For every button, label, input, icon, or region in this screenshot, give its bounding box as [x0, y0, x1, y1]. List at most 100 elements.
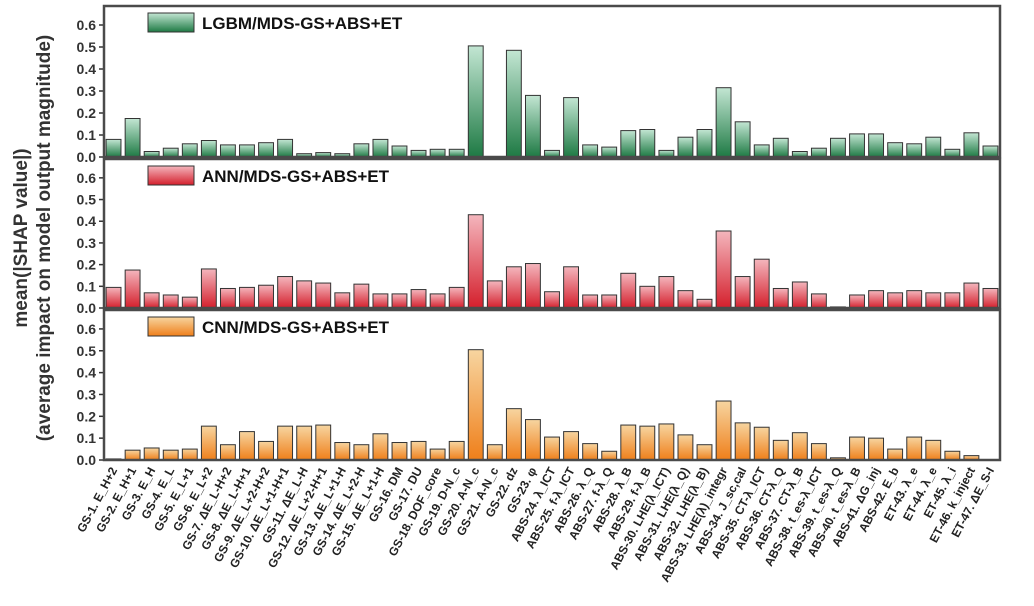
bar — [772, 137, 789, 158]
y-tick-label: 0.3 — [77, 386, 97, 402]
y-tick-label: 0.3 — [77, 83, 97, 99]
bar — [906, 436, 923, 461]
bar — [677, 290, 694, 309]
bar — [944, 292, 961, 309]
legend-swatch — [147, 316, 195, 337]
bar — [639, 425, 656, 461]
bar — [982, 145, 999, 158]
bar — [219, 287, 236, 309]
bar — [658, 423, 675, 461]
y-tick-label: 0.4 — [77, 61, 97, 77]
panel-1: 0.0 0.1 0.2 0.3 0.4 0.5 0.6 LGBM/MDS-GS+ABS+ET — [77, 4, 1002, 165]
bar — [810, 147, 827, 158]
bar — [639, 129, 656, 158]
bar — [887, 448, 904, 461]
bar — [868, 437, 885, 461]
panel-frame — [102, 157, 1002, 310]
panel-2: 0.0 0.1 0.2 0.3 0.4 0.5 0.6 ANN/MDS-GS+ABS+ET — [77, 157, 1002, 316]
bar — [239, 431, 255, 461]
bar — [124, 449, 141, 461]
bar — [200, 268, 217, 309]
bar — [486, 444, 503, 461]
bar — [601, 146, 618, 158]
bar — [601, 450, 618, 461]
legend-label: LGBM/MDS-GS+ABS+ET — [202, 14, 403, 33]
y-tick-label: 0.3 — [77, 235, 97, 251]
bar — [696, 129, 713, 158]
bar — [239, 144, 255, 158]
bar — [391, 442, 408, 461]
bar — [925, 292, 942, 309]
bar — [677, 136, 694, 158]
bar — [448, 440, 465, 461]
y-tick-label: 0.6 — [77, 17, 97, 33]
y-tick-label: 0.6 — [77, 321, 97, 337]
bar — [563, 266, 580, 309]
bar — [887, 292, 904, 309]
bar — [505, 408, 522, 461]
bar — [715, 230, 732, 309]
y-tick-label: 0.4 — [77, 365, 97, 381]
bar — [429, 448, 446, 461]
bar — [696, 298, 713, 309]
y-tick-label: 0.5 — [77, 343, 97, 359]
bar — [906, 143, 923, 158]
bar — [162, 147, 179, 158]
bar — [391, 293, 408, 309]
bar — [868, 133, 885, 158]
bar — [429, 293, 446, 309]
legend: CNN/MDS-GS+ABS+ET — [147, 316, 390, 337]
bar — [334, 292, 351, 309]
y-tick-label: 0.1 — [77, 430, 97, 446]
y-tick-label: 0.1 — [77, 278, 97, 294]
bar — [277, 138, 294, 158]
bar — [258, 284, 274, 309]
legend-swatch — [147, 12, 195, 33]
bar — [219, 144, 236, 158]
bar — [219, 444, 236, 461]
bar — [200, 425, 217, 461]
y-tick-label: 0.1 — [77, 127, 97, 143]
bar — [944, 450, 961, 461]
bar — [467, 349, 484, 461]
bar — [162, 449, 179, 461]
bar — [372, 433, 389, 461]
bar — [448, 286, 465, 309]
bar — [353, 444, 370, 461]
bar — [181, 143, 198, 158]
bar — [525, 419, 541, 461]
bar — [772, 287, 789, 309]
y-tick-label: 0.5 — [77, 192, 97, 208]
bar — [200, 140, 217, 158]
bar — [620, 424, 637, 461]
bar — [467, 45, 484, 158]
bar — [372, 138, 389, 158]
bar — [582, 294, 599, 309]
bar — [582, 144, 599, 158]
bar — [181, 448, 198, 461]
bar — [315, 424, 332, 461]
bar — [849, 294, 865, 309]
bar — [505, 49, 522, 158]
bar — [258, 142, 274, 158]
bar — [734, 121, 751, 158]
bar — [334, 442, 351, 461]
y-tick-label: 0.0 — [77, 300, 97, 316]
bar — [391, 145, 408, 158]
bar — [677, 434, 694, 461]
y-axis-title-line2: (average impact on model output magnitud… — [34, 35, 55, 441]
y-tick-label: 0.0 — [77, 452, 97, 468]
bar — [162, 294, 179, 309]
bar — [849, 436, 865, 461]
bar — [791, 432, 808, 461]
y-tick-label: 0.6 — [77, 170, 97, 186]
bar — [239, 286, 255, 309]
bar — [372, 293, 389, 309]
bar — [353, 283, 370, 309]
bar — [963, 282, 980, 309]
bar — [963, 132, 980, 158]
bar — [505, 266, 522, 309]
bar — [105, 286, 122, 309]
bar — [925, 439, 942, 461]
bar — [753, 144, 770, 158]
